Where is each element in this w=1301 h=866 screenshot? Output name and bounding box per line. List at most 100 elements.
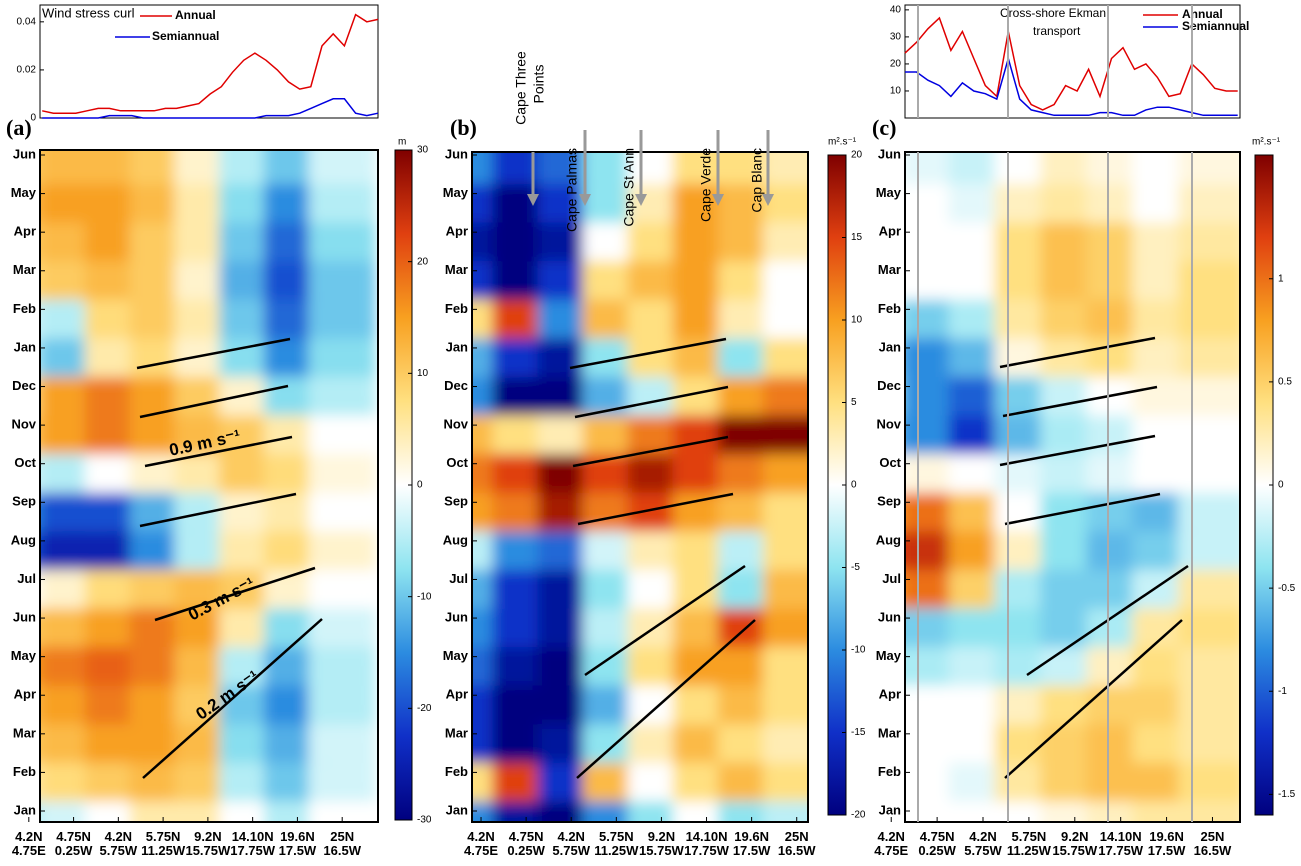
colorbar-tick-label: -20 [851, 810, 866, 821]
y-tick-label: Jan [14, 802, 36, 817]
x-tick-label: 4.75N 0.25W [55, 829, 93, 858]
colorbar-tick-label: 0 [851, 480, 857, 491]
cape-arrows [527, 130, 774, 206]
x-tick-label-line: 17.5W [733, 843, 771, 858]
x-tick-label-line: 5.75N [1012, 829, 1047, 844]
slope-line [1002, 385, 1158, 418]
colorbar-tick-label: 10 [851, 315, 863, 326]
colorbar-tick-label: 0 [1278, 480, 1284, 491]
y-tick-label: May [876, 185, 902, 200]
slope-line [572, 435, 729, 468]
series-line [42, 13, 379, 114]
x-tick-label: 14.10N 17.75W [1098, 829, 1144, 858]
heatmap-cell [762, 152, 808, 184]
colorbar-tick-label: -30 [417, 815, 432, 826]
series-line [905, 55, 1238, 117]
x-tick-label: 4.2N 5.75W [100, 829, 138, 858]
axes-frame [904, 151, 1241, 823]
x-tick-label-line: 17.75W [230, 843, 276, 858]
x-tick-label-line: 25N [1201, 829, 1225, 844]
x-tick-label: 25N 16.5W [778, 829, 816, 858]
x-tick-label-line: 15.75W [1052, 843, 1098, 858]
x-tick-label: 9.2N 15.75W [639, 829, 685, 858]
colorbar-tick-label: 0 [417, 480, 423, 491]
colorbar-tick-label: 20 [851, 150, 863, 161]
heatmap-cells [905, 152, 1240, 822]
x-tick-label: 4.2N 4.75E [464, 829, 498, 858]
colorbar-tick-label: -0.5 [1278, 583, 1296, 594]
y-tick-label: Jul [449, 571, 468, 586]
y-tick-label: 40 [890, 5, 902, 16]
x-tick-label-line: 17.75W [684, 843, 730, 858]
y-tick-label: Nov [443, 417, 468, 432]
y-tick-label: 10 [890, 86, 902, 97]
cape-label: Cap Blanc [749, 148, 765, 213]
x-tick-label: 19.6N 17.5W [1148, 829, 1186, 858]
cape-label: Cape Verde [698, 148, 714, 222]
y-tick-label: Apr [879, 224, 901, 239]
slope-line [139, 492, 297, 528]
x-tick-label-line: 4.75N [509, 829, 544, 844]
x-tick-label-line: 14.10N [1100, 829, 1142, 844]
y-tick-label: 20 [890, 59, 902, 70]
x-tick-label-line: 4.2N [877, 829, 904, 844]
x-tick-label-line: 11.25W [141, 843, 186, 858]
x-tick-label-line: 14.10N [232, 829, 274, 844]
x-tick-label-line: 5.75W [964, 843, 1002, 858]
colorbar-tick-label: -10 [851, 645, 866, 656]
y-tick-label: Mar [13, 725, 36, 740]
x-tick-label-line: 25N [785, 829, 809, 844]
chart-title: Cross-shore Ekman [1000, 6, 1106, 20]
x-tick-label: 4.2N 4.75E [12, 829, 46, 858]
slope-line [142, 618, 323, 779]
x-tick-label-line: 4.75E [12, 843, 46, 858]
y-tick-label: Apr [446, 687, 468, 702]
y-tick-label: Feb [445, 764, 468, 779]
y-tick-label: Apr [14, 224, 36, 239]
cape-label: Cape Palmas [564, 148, 580, 232]
slope-line [569, 337, 727, 370]
y-tick-label: Jul [882, 571, 901, 586]
y-tick-label: Jun [13, 609, 36, 624]
y-tick-label: Aug [443, 532, 468, 547]
slope-line [136, 337, 291, 370]
y-tick-label: Jul [17, 571, 36, 586]
colorbar-tick-label: 1 [1278, 273, 1284, 284]
series-line [904, 16, 1238, 111]
y-tick-label: Jan [879, 802, 901, 817]
plots: 0 0.02 0.04 Annual Semiannual Wind stress cur… [6, 4, 1296, 858]
panel-label: (c) [872, 115, 896, 140]
x-tick-label-line: 5.75N [146, 829, 181, 844]
x-tick-label-line: 16.5W [778, 843, 816, 858]
colorbar-tick-label: 20 [417, 256, 429, 267]
y-tick-label: Feb [445, 301, 468, 316]
x-tick-label: 4.75N 0.25W [507, 829, 545, 858]
x-tick-label-line: 4.2N [15, 829, 42, 844]
x-tick-label: 4.2N 4.75E [874, 829, 908, 858]
y-tick-label: May [11, 185, 37, 200]
slope-line [139, 384, 289, 419]
x-tick-label-line: 25N [330, 829, 354, 844]
chart-title: Wind stress curl [42, 5, 135, 20]
y-tick-label: Apr [879, 687, 901, 702]
colorbar-unit: m².s⁻¹ [828, 137, 857, 148]
x-tick-label-line: 0.25W [507, 843, 545, 858]
legend-label: Annual [175, 8, 216, 22]
slope-line [576, 619, 756, 779]
slope-line [999, 336, 1156, 369]
y-tick-label: Mar [878, 725, 901, 740]
slope-line [144, 435, 293, 468]
x-tick-label: 9.2N 15.75W [185, 829, 231, 858]
heatmap-cell [1178, 152, 1240, 184]
x-tick-label-line: 16.5W [323, 843, 361, 858]
x-tick-label-line: 9.2N [1061, 829, 1088, 844]
axes-frame [904, 4, 1241, 119]
slope-line [154, 566, 316, 622]
y-tick-label: Nov [11, 417, 36, 432]
y-tick-label: Mar [878, 262, 901, 277]
y-tick-label: Oct [879, 455, 901, 470]
colorbar-tick-label: -5 [851, 562, 860, 573]
x-tick-label: 5.75N 11.25W [1007, 829, 1052, 858]
y-tick-label: Jun [878, 146, 901, 161]
x-tick-label: 14.10N 17.75W [684, 829, 730, 858]
